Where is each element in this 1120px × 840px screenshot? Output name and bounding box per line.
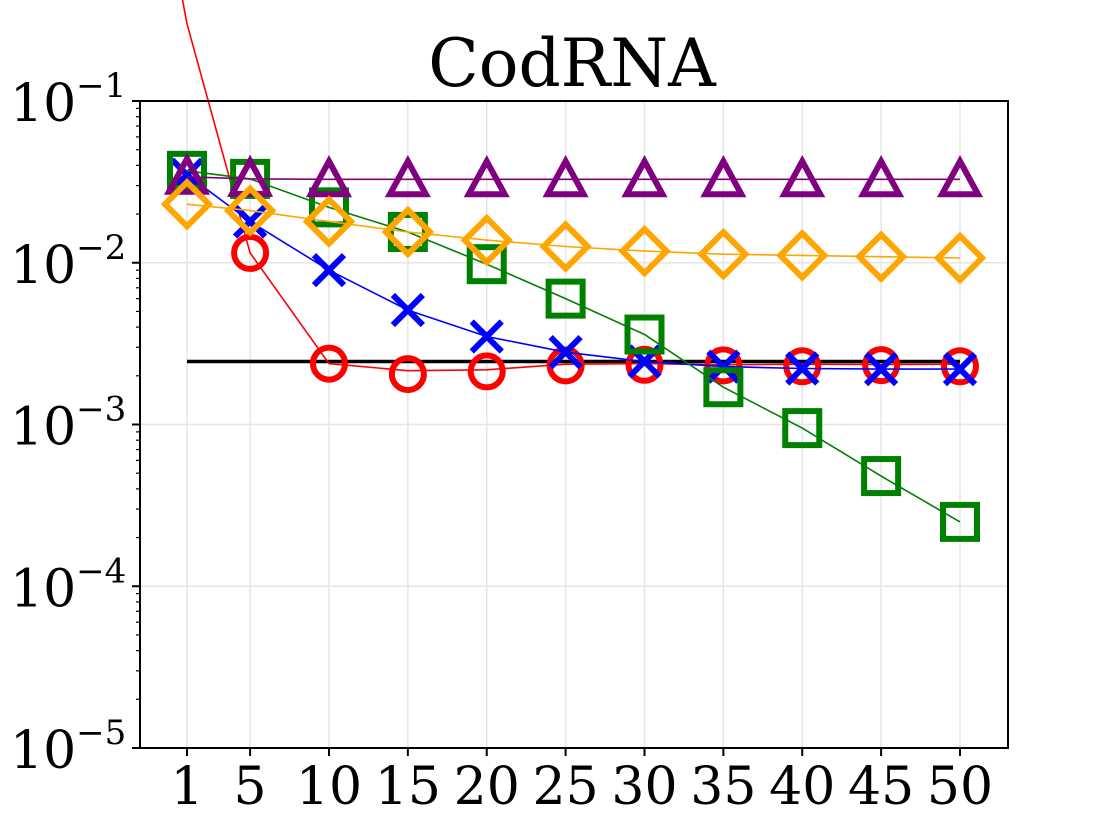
data-point	[388, 355, 427, 394]
data-point	[169, 157, 205, 192]
y-tick-label: 10−1	[10, 66, 126, 134]
data-point	[469, 319, 504, 354]
data-point	[700, 155, 747, 198]
data-point	[309, 344, 348, 383]
data-point	[697, 227, 750, 281]
chart-title: CodRNA	[428, 25, 717, 102]
data-point	[941, 347, 979, 386]
y-tick-label: 10−3	[10, 390, 126, 458]
data-point	[390, 292, 425, 328]
data-point	[387, 211, 428, 252]
data-point	[227, 154, 274, 197]
data-point	[539, 220, 592, 273]
data-point	[618, 224, 671, 278]
data-point	[384, 155, 431, 198]
data-point	[703, 367, 744, 408]
x-tick-label: 30	[611, 757, 677, 817]
data-point	[542, 155, 589, 198]
y-tick-label: 10−5	[10, 713, 126, 781]
data-point	[463, 155, 510, 198]
series-diamond	[160, 177, 987, 285]
x-tick-label: 10	[296, 757, 362, 817]
x-tick-label: 15	[375, 757, 441, 817]
data-point	[311, 253, 347, 288]
x-tick-label: 5	[234, 757, 267, 817]
x-tick-label: 35	[690, 757, 756, 817]
data-point	[231, 233, 270, 272]
data-point	[460, 213, 513, 267]
data-point	[163, 152, 211, 195]
data-point	[862, 346, 901, 385]
data-point	[782, 408, 823, 449]
data-point	[223, 184, 277, 237]
x-tick-label: 50	[927, 757, 993, 817]
data-point	[706, 349, 741, 384]
y-axis: 10−1 10−2 10−3 10−4 10−5	[10, 66, 140, 781]
data-point	[785, 351, 820, 386]
data-point	[854, 230, 908, 283]
data-point	[942, 351, 978, 387]
data-point	[160, 177, 214, 231]
x-axis: 1 5 10 15 20 25 30 35 40 45 50	[170, 748, 993, 817]
data-point	[466, 244, 507, 285]
data-point	[783, 347, 822, 386]
x-tick-label: 25	[533, 757, 599, 817]
y-tick-label: 10−4	[10, 551, 126, 619]
data-point	[305, 155, 353, 198]
data-point	[933, 231, 987, 285]
series-line	[186, 176, 960, 181]
series-line	[186, 170, 961, 523]
x-tick-label: 40	[769, 757, 835, 817]
data-point	[624, 314, 665, 355]
data-point	[936, 155, 984, 198]
data-point	[467, 352, 506, 391]
data-point	[545, 278, 586, 319]
series-line	[186, 203, 961, 259]
data-point	[548, 335, 583, 370]
series-layer	[160, 0, 987, 542]
data-point	[302, 195, 356, 248]
data-point	[864, 351, 899, 387]
data-point	[861, 456, 902, 497]
data-point	[621, 155, 668, 198]
x-tick-label: 1	[170, 757, 203, 817]
data-point	[858, 155, 905, 198]
data-point	[779, 155, 826, 198]
data-point	[776, 229, 829, 282]
x-tick-label: 20	[454, 757, 520, 817]
x-tick-label: 45	[848, 757, 914, 817]
data-point	[940, 501, 980, 542]
series-line	[186, 174, 960, 370]
y-tick-label: 10−2	[10, 228, 126, 296]
grid	[140, 100, 1008, 749]
data-point	[381, 205, 435, 259]
series-x	[169, 157, 978, 387]
data-point	[308, 187, 349, 228]
series-triangle	[163, 152, 984, 198]
